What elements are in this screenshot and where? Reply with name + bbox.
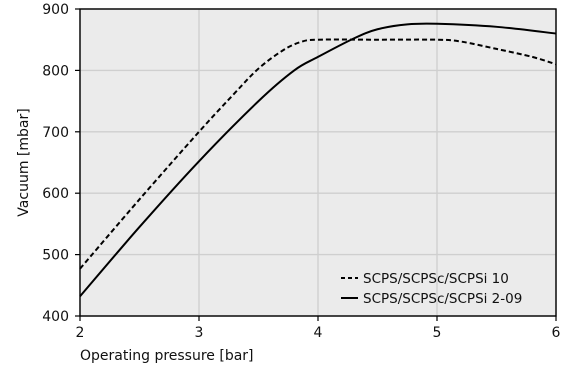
x-tick-label: 3 — [195, 325, 204, 341]
y-tick-label: 400 — [42, 309, 69, 325]
x-tick-label: 5 — [433, 325, 442, 341]
y-tick-label: 800 — [42, 63, 69, 79]
x-tick-label: 4 — [314, 325, 323, 341]
y-tick-label: 500 — [42, 248, 69, 264]
legend: SCPS/SCPSc/SCPSi 10 SCPS/SCPSc/SCPSi 2-0… — [341, 271, 522, 307]
series-line-2 — [79, 22, 557, 298]
x-tick-label: 6 — [552, 325, 561, 341]
y-tick-label: 600 — [42, 186, 69, 202]
y-tick-label: 700 — [42, 125, 69, 141]
x-tick-label: 2 — [76, 325, 85, 341]
series-line-1 — [79, 38, 557, 270]
x-axis-label: Operating pressure [bar] — [80, 348, 254, 364]
legend-label-series-2: SCPS/SCPSc/SCPSi 2-09 — [363, 291, 522, 307]
legend-label-series-1: SCPS/SCPSc/SCPSi 10 — [363, 271, 509, 287]
series-lines — [79, 22, 557, 298]
axis-ticks: 2 3 4 5 6 400 500 600 700 800 900 — [42, 2, 560, 341]
y-tick-label: 900 — [42, 2, 69, 18]
y-axis-label: Vacuum [mbar] — [16, 108, 32, 216]
